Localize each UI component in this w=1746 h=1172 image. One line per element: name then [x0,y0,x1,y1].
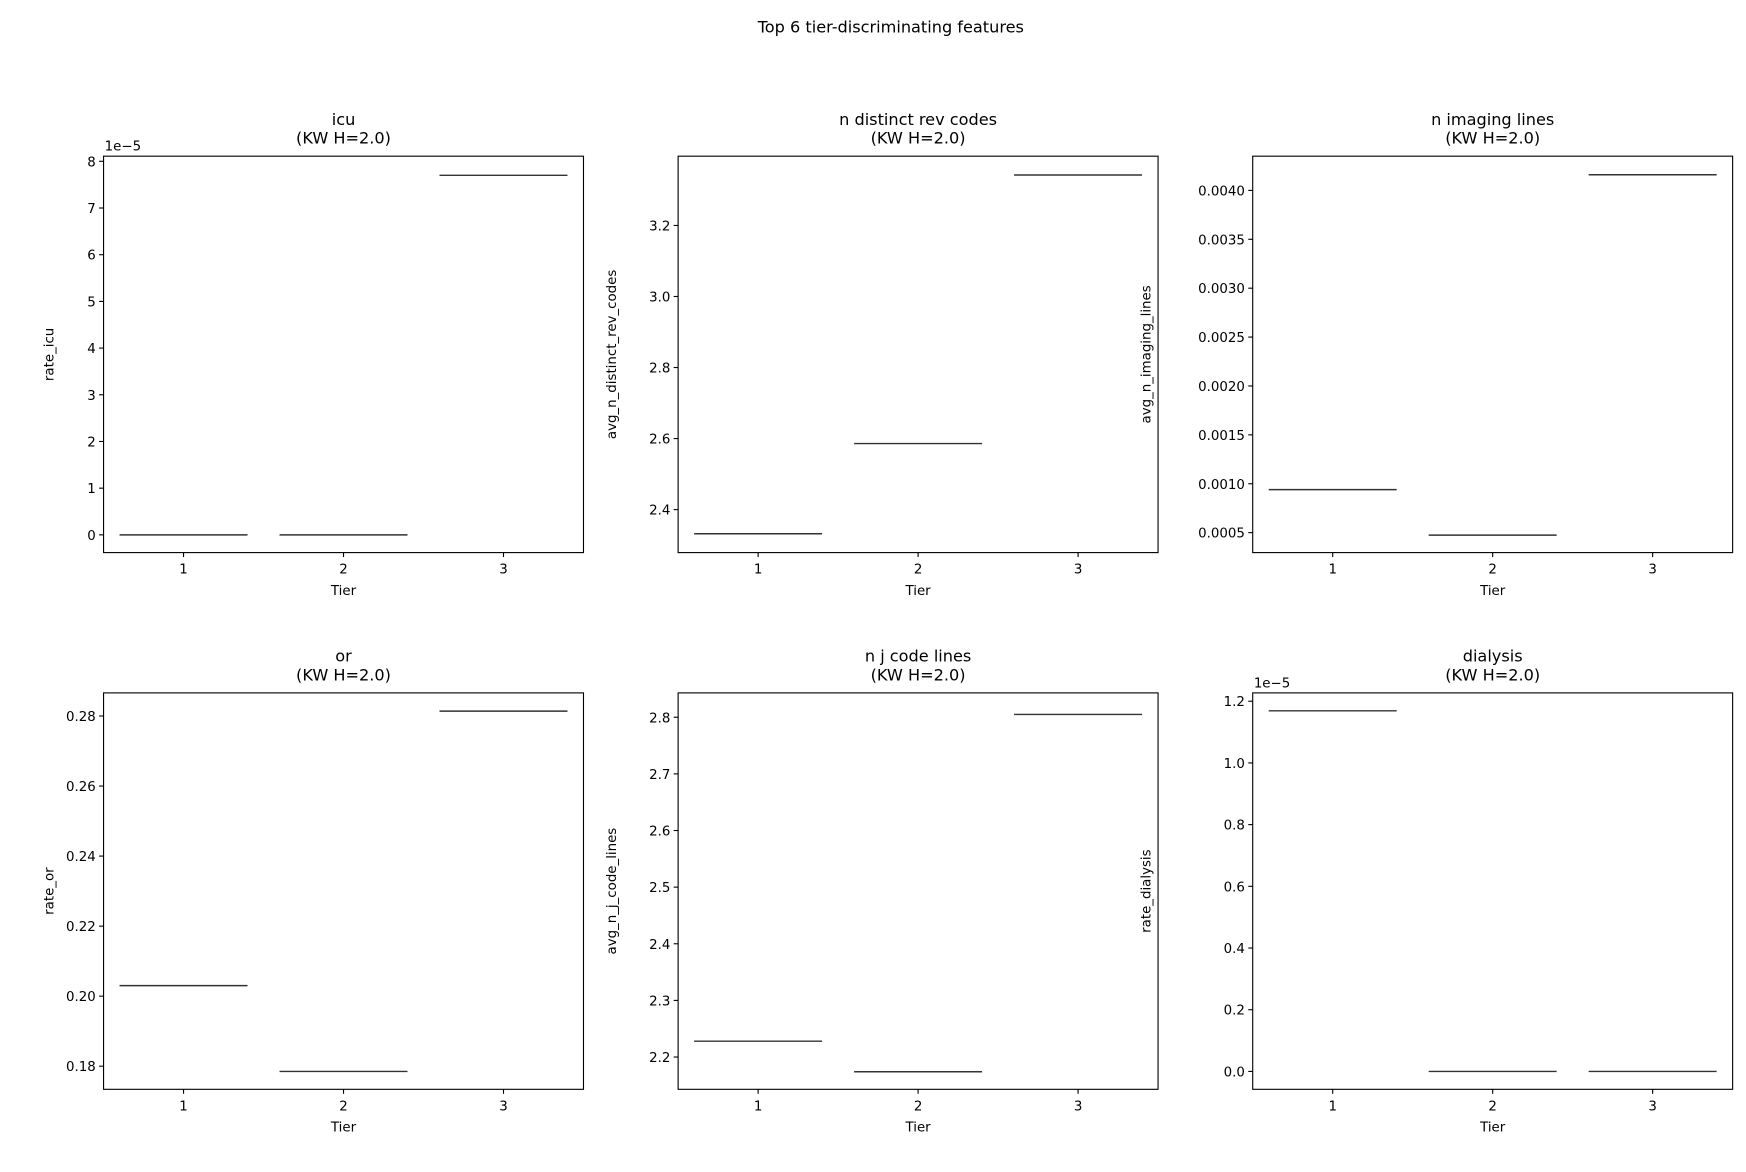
y-tick-label: 0.6 [1224,880,1245,895]
axes-frame [1252,692,1734,1090]
y-tick-label: 3.2 [649,219,670,234]
y-tick-label: 2.5 [649,881,670,896]
axes-frame [103,155,585,554]
y-tick-label: 0.24 [66,850,96,865]
x-tick-label: 1 [754,1099,763,1114]
y-tick-label: 1.2 [1224,695,1245,710]
x-tick-label: 1 [1328,563,1337,578]
x-tick-label: 2 [1488,1099,1497,1114]
x-axis-label: Tier [1479,1121,1506,1136]
subplot-3: 0.0005 0.0010 0.0015 0.0020 0.0025 0.0030 0.00… [1139,110,1734,599]
y-tick-label: 5 [87,295,96,310]
x-tick-label: 2 [339,563,348,578]
y-tick-label: 0.18 [66,1060,96,1075]
subplot-2: 2.4 2.6 2.8 3.0 3.2 1 2 3 Tier avg_n_distinct_rev… [605,110,1159,599]
axes-frame [677,692,1159,1090]
y-tick-label: 0.0035 [1198,233,1245,248]
y-tick-label: 0.26 [66,780,96,795]
y-tick-label: 2.6 [649,433,670,448]
axes-frame [677,155,1159,554]
y-tick-label: 2.8 [649,362,670,377]
x-axis-label: Tier [905,1121,932,1136]
x-axis-label: Tier [330,584,357,599]
y-tick-label: 8 [87,155,96,170]
y-tick-label: 6 [87,249,96,264]
y-axis-label: rate_dialysis [1139,849,1154,932]
y-tick-label: 3 [87,389,96,404]
y-tick-label: 0.0040 [1198,184,1245,199]
subplot-title: icu (KW H=2.0) [296,110,391,148]
y-tick-label: 0.8 [1224,819,1245,834]
axis-offset-text: 1e−5 [105,140,141,155]
x-tick-label: 2 [914,1099,922,1114]
y-tick-label: 0.0030 [1198,282,1245,297]
y-tick-label: 0.0020 [1198,380,1245,395]
y-axis-label: rate_or [42,867,57,915]
x-tick-label: 1 [179,1099,188,1114]
y-tick-label: 0.0005 [1198,527,1245,542]
y-axis-label: avg_n_j_code_lines [605,828,620,955]
x-tick-label: 3 [499,563,508,578]
x-axis-label: Tier [905,584,932,599]
x-tick-label: 1 [754,563,763,578]
y-tick-label: 2.7 [649,768,670,783]
subplot-title: n j code lines (KW H=2.0) [865,647,971,685]
y-tick-label: 2.4 [649,504,670,519]
subplot-1: 0 1 2 3 4 5 6 7 8 1 2 3 Tier rate_icu icu (KW H=2.0) 1e−… [42,110,585,599]
x-tick-label: 3 [1074,563,1083,578]
y-tick-label: 7 [87,202,96,217]
y-tick-label: 0.4 [1224,942,1245,957]
y-tick-label: 3.0 [649,290,670,305]
y-axis-label: rate_icu [42,328,57,381]
y-tick-label: 2.3 [649,994,670,1009]
y-tick-label: 1.0 [1224,757,1245,772]
y-tick-label: 0.0025 [1198,331,1245,346]
subplot-6: 0.0 0.2 0.4 0.6 0.8 1.0 1.2 1 2 3 Tier rate_dialysi… [1139,647,1734,1136]
y-tick-label: 0.0015 [1198,429,1245,444]
x-axis-label: Tier [1479,584,1506,599]
x-tick-label: 3 [1648,563,1657,578]
subplot-title: or (KW H=2.0) [296,647,391,685]
y-tick-label: 0.28 [66,710,96,725]
x-tick-label: 1 [179,563,188,578]
figure-title: Top 6 tier-discriminating features [757,18,1024,37]
y-tick-label: 0 [87,529,96,544]
x-tick-label: 2 [914,563,922,578]
subplot-title: n distinct rev codes (KW H=2.0) [839,110,997,148]
y-tick-label: 0.2 [1224,1004,1245,1019]
y-tick-label: 0.20 [66,990,96,1005]
x-tick-label: 1 [1328,1099,1337,1114]
x-tick-label: 3 [499,1099,508,1114]
y-tick-label: 2 [87,435,96,450]
x-axis-label: Tier [330,1121,357,1136]
y-tick-label: 2.2 [649,1051,670,1066]
y-tick-label: 0.22 [66,920,96,935]
y-tick-label: 2.4 [649,938,670,953]
y-tick-label: 0.0010 [1198,478,1245,493]
subplot-4: 0.18 0.20 0.22 0.24 0.26 0.28 1 2 3 Tier rate_or or… [42,647,585,1136]
y-axis-label: avg_n_distinct_rev_codes [605,270,620,439]
axes-frame [103,692,585,1090]
x-tick-label: 3 [1648,1099,1657,1114]
x-tick-label: 3 [1074,1099,1083,1114]
subplot-title: dialysis (KW H=2.0) [1445,647,1540,685]
subplot-title: n imaging lines (KW H=2.0) [1431,110,1554,148]
y-axis-label: avg_n_imaging_lines [1139,285,1154,423]
y-tick-label: 1 [87,482,96,497]
y-tick-label: 0.0 [1224,1065,1245,1080]
subplots: 0 1 2 3 4 5 6 7 8 1 2 3 Tier rate_icu icu (KW H=2.0) 1e−… [42,110,1734,1136]
axis-offset-text: 1e−5 [1254,676,1290,691]
subplot-5: 2.2 2.3 2.4 2.5 2.6 2.7 2.8 1 2 3 Tier avg_n_j_code… [605,647,1159,1136]
axes-frame [1252,155,1734,554]
x-tick-label: 2 [339,1099,348,1114]
y-tick-label: 2.6 [649,825,670,840]
x-tick-label: 2 [1488,563,1497,578]
y-tick-label: 2.8 [649,711,670,726]
y-tick-label: 4 [87,342,96,357]
